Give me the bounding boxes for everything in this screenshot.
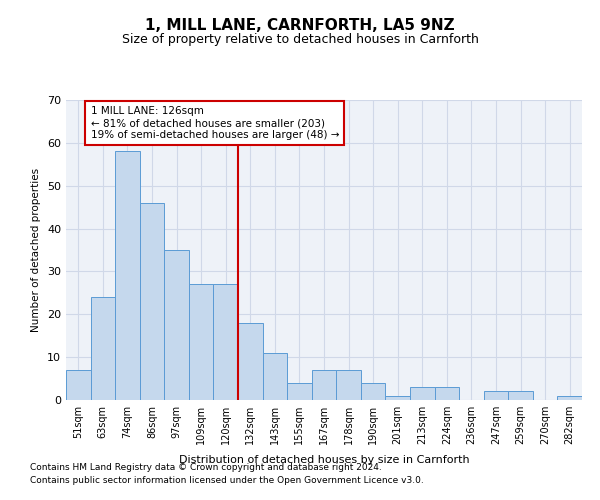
Bar [115, 152, 140, 400]
Bar [557, 396, 582, 400]
Bar [312, 370, 336, 400]
Bar [263, 353, 287, 400]
Bar [238, 323, 263, 400]
Bar [66, 370, 91, 400]
Text: 1 MILL LANE: 126sqm
← 81% of detached houses are smaller (203)
19% of semi-detac: 1 MILL LANE: 126sqm ← 81% of detached ho… [91, 106, 339, 140]
Bar [434, 387, 459, 400]
Bar [189, 284, 214, 400]
Bar [164, 250, 189, 400]
X-axis label: Distribution of detached houses by size in Carnforth: Distribution of detached houses by size … [179, 456, 469, 466]
Bar [361, 383, 385, 400]
Bar [484, 392, 508, 400]
Bar [336, 370, 361, 400]
Text: 1, MILL LANE, CARNFORTH, LA5 9NZ: 1, MILL LANE, CARNFORTH, LA5 9NZ [145, 18, 455, 32]
Bar [508, 392, 533, 400]
Bar [140, 203, 164, 400]
Bar [410, 387, 434, 400]
Bar [385, 396, 410, 400]
Bar [91, 297, 115, 400]
Bar [287, 383, 312, 400]
Text: Contains public sector information licensed under the Open Government Licence v3: Contains public sector information licen… [30, 476, 424, 485]
Y-axis label: Number of detached properties: Number of detached properties [31, 168, 41, 332]
Text: Contains HM Land Registry data © Crown copyright and database right 2024.: Contains HM Land Registry data © Crown c… [30, 464, 382, 472]
Text: Size of property relative to detached houses in Carnforth: Size of property relative to detached ho… [122, 32, 478, 46]
Bar [214, 284, 238, 400]
